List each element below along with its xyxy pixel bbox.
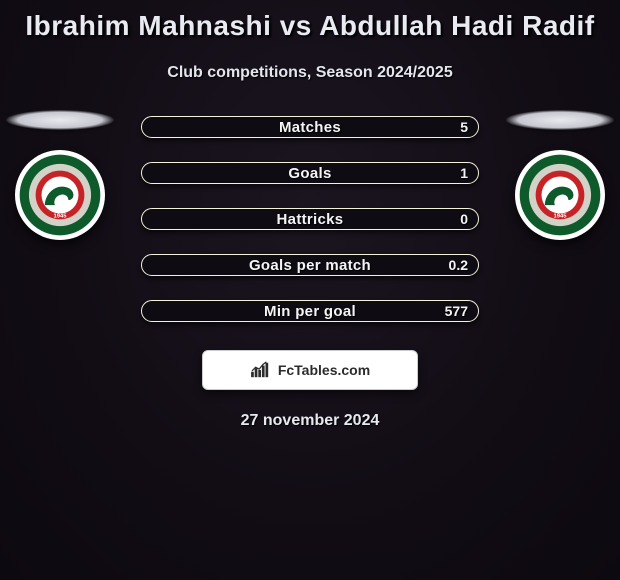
stat-value-right: 5: [460, 119, 468, 135]
player-right: 1945: [500, 110, 620, 240]
stat-value-right: 0.2: [449, 257, 468, 273]
team-logo-right: 1945: [515, 150, 605, 240]
ettifaq-logo-icon: 1945: [18, 153, 102, 237]
stat-value-right: 1: [460, 165, 468, 181]
barchart-icon: [250, 361, 272, 379]
stat-row: Goals 1: [141, 162, 479, 184]
team-logo-left: 1945: [15, 150, 105, 240]
svg-text:1945: 1945: [53, 214, 67, 220]
page-subtitle: Club competitions, Season 2024/2025: [0, 64, 620, 82]
svg-text:1945: 1945: [553, 214, 567, 220]
stat-label: Goals per match: [249, 257, 371, 274]
comparison-arena: 1945 1945 Matches 5: [0, 116, 620, 322]
stat-row: Goals per match 0.2: [141, 254, 479, 276]
comparison-card: Ibrahim Mahnashi vs Abdullah Hadi Radif …: [0, 0, 620, 580]
player-placeholder-shadow: [506, 110, 614, 130]
attribution-badge: FcTables.com: [202, 350, 418, 390]
page-title: Ibrahim Mahnashi vs Abdullah Hadi Radif: [0, 0, 620, 42]
stat-label: Min per goal: [264, 303, 356, 320]
stat-value-right: 577: [445, 303, 468, 319]
comparison-date: 27 november 2024: [0, 412, 620, 430]
ettifaq-logo-icon: 1945: [518, 153, 602, 237]
stats-list: Matches 5 Goals 1 Hattricks 0 Goals per …: [141, 116, 479, 322]
stat-value-right: 0: [460, 211, 468, 227]
stat-label: Goals: [288, 165, 331, 182]
stat-label: Hattricks: [277, 211, 344, 228]
attribution-text: FcTables.com: [278, 362, 370, 378]
stat-label: Matches: [279, 119, 341, 136]
player-left: 1945: [0, 110, 120, 240]
stat-row: Matches 5: [141, 116, 479, 138]
stat-row: Min per goal 577: [141, 300, 479, 322]
stat-row: Hattricks 0: [141, 208, 479, 230]
player-placeholder-shadow: [6, 110, 114, 130]
